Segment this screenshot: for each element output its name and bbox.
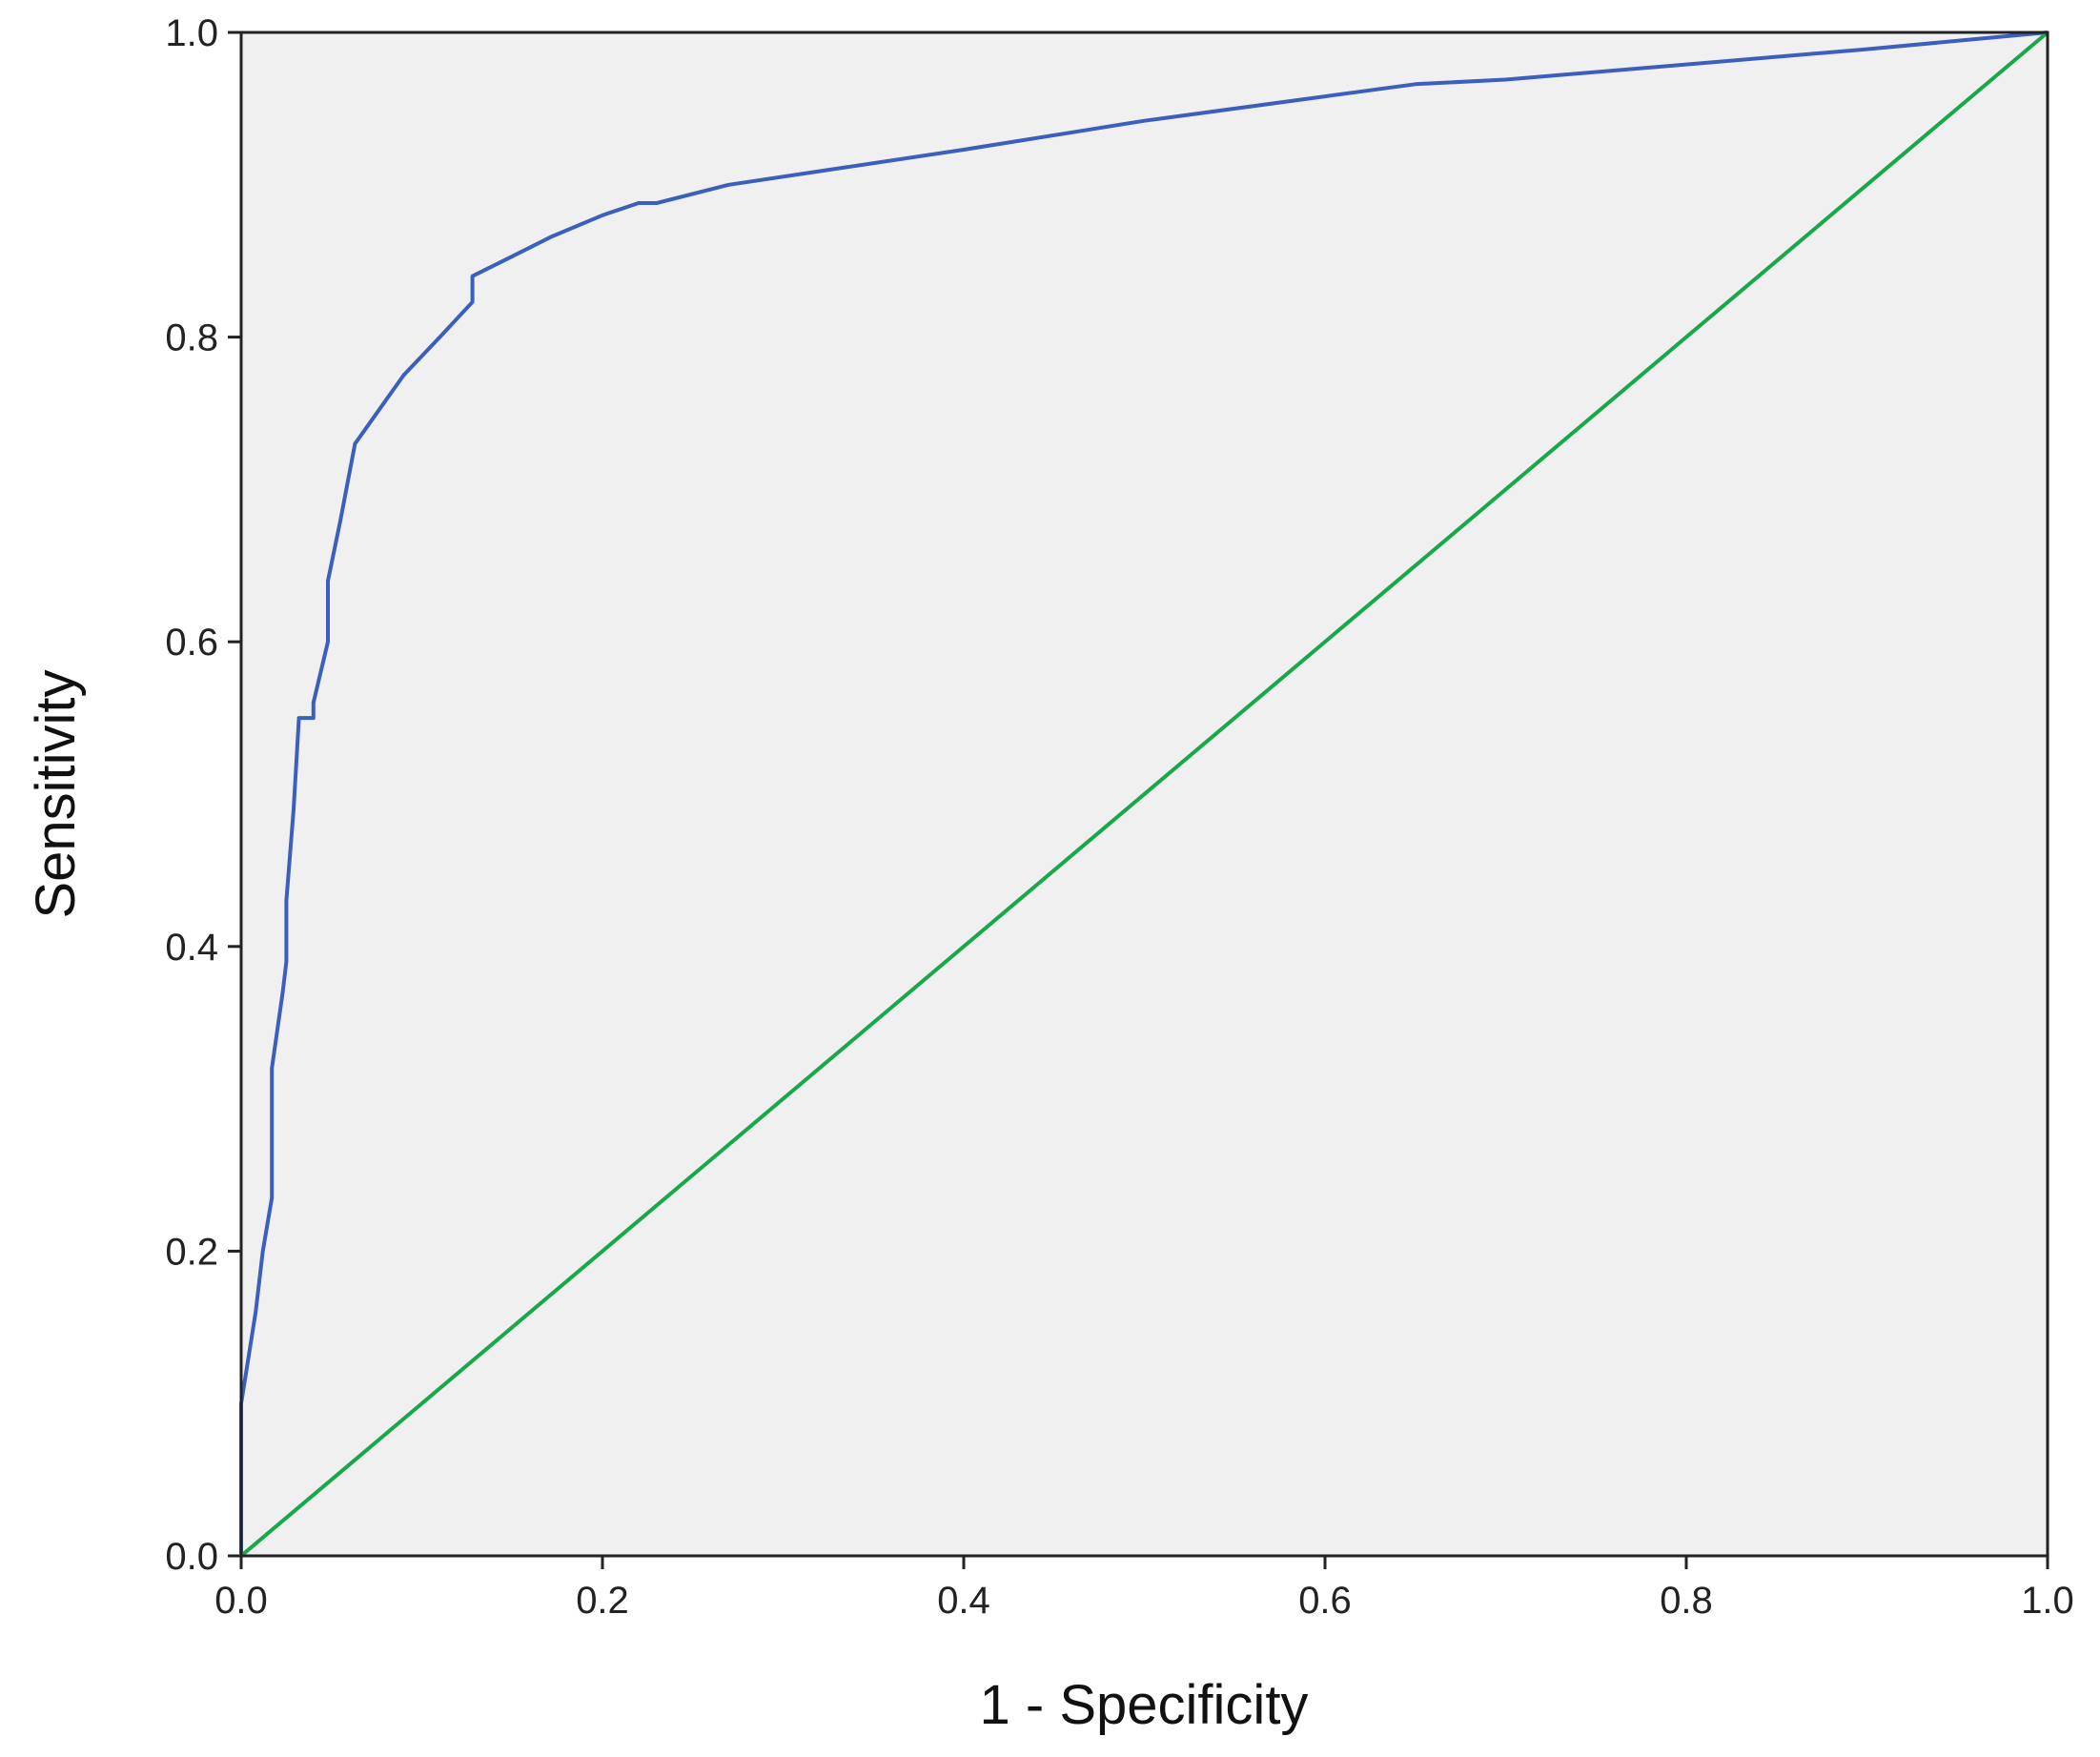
y-tick-label: 1.0	[165, 12, 218, 54]
y-tick-label: 0.0	[165, 1536, 218, 1578]
x-axis: 0.0 0.2 0.4 0.6 0.8 1.0	[214, 1556, 2074, 1622]
x-tick-label: 0.8	[1660, 1580, 1713, 1622]
y-axis-title: Sensitivity	[25, 669, 87, 918]
y-axis: 0.0 0.2 0.4 0.6 0.8 1.0	[165, 12, 241, 1578]
series-layer	[239, 31, 2049, 1558]
roc-curve-line	[239, 31, 2049, 1556]
y-tick-label: 0.2	[165, 1231, 218, 1273]
x-tick-label: 0.6	[1298, 1580, 1352, 1622]
plot-frame	[239, 31, 2049, 1558]
x-tick-label: 0.4	[937, 1580, 990, 1622]
x-tick-label: 1.0	[2021, 1580, 2074, 1622]
x-tick-label: 0.0	[214, 1580, 268, 1622]
y-tick-label: 0.6	[165, 622, 218, 664]
y-tick-label: 0.4	[165, 927, 218, 969]
x-tick-label: 0.2	[576, 1580, 629, 1622]
x-axis-title: 1 - Specificity	[980, 1674, 1309, 1736]
reference-diagonal-line	[239, 31, 2049, 1558]
y-tick-label: 0.8	[165, 317, 218, 359]
